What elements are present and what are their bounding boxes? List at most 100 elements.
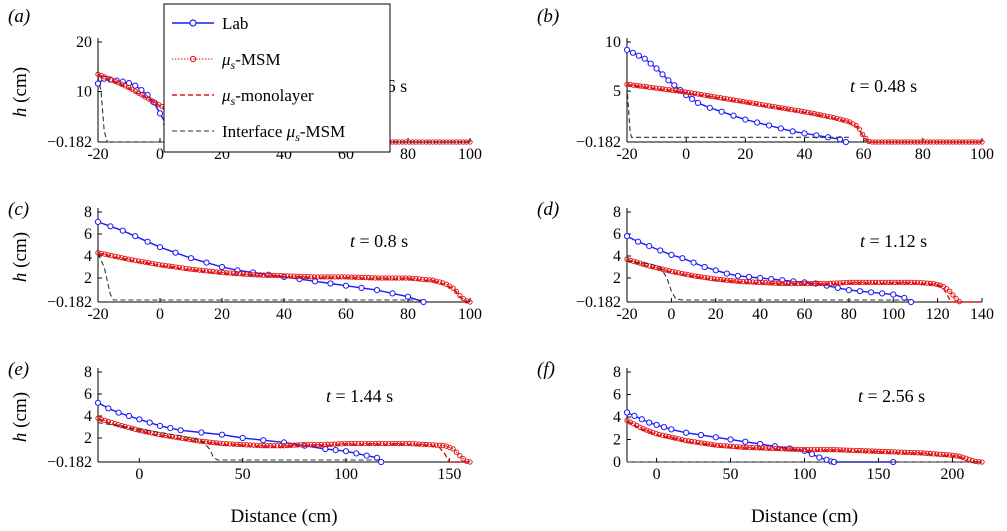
data-point [856, 288, 864, 295]
data-point [690, 259, 697, 266]
data-point [156, 244, 164, 251]
data-point [223, 270, 230, 276]
data-point [756, 279, 762, 286]
data-point [859, 279, 866, 286]
data-point [239, 434, 246, 442]
data-point [885, 449, 892, 455]
data-point [193, 437, 199, 444]
data-point [403, 440, 409, 447]
data-point [821, 446, 827, 453]
data-point [271, 272, 277, 279]
data-point [734, 278, 740, 284]
data-point [656, 85, 662, 92]
legend-entry: μs-MSM [172, 50, 281, 72]
data-point [146, 419, 153, 426]
legend-entry: Interface μs-MSM [172, 122, 345, 144]
data-point [701, 440, 708, 447]
x-tick-label: 0 [156, 146, 164, 163]
data-point [830, 280, 837, 286]
data-point [392, 440, 399, 447]
y-tick-label: 10 [605, 34, 621, 51]
data-point [623, 233, 631, 240]
data-point [856, 447, 863, 454]
y-tick-label: 2 [84, 270, 92, 287]
data-point [342, 274, 348, 280]
data-point [821, 112, 827, 119]
data-point [629, 49, 637, 56]
data-point [217, 440, 223, 446]
series-interface-s-msm [626, 260, 911, 301]
data-point [167, 424, 174, 432]
data-point [342, 282, 350, 289]
data-point [730, 443, 737, 450]
data-point [298, 273, 304, 280]
data-point [423, 276, 429, 283]
y-tick-label: −0.182 [576, 134, 621, 151]
data-point [409, 275, 416, 282]
data-point [853, 447, 859, 454]
data-point [301, 273, 307, 280]
y-tick-label: 6 [613, 226, 621, 243]
series-line [97, 253, 471, 303]
data-point [363, 452, 370, 459]
data-point [892, 449, 898, 455]
data-point [698, 440, 704, 446]
data-point [743, 99, 750, 105]
data-point [190, 437, 196, 443]
data-point [403, 275, 409, 281]
x-tick-label: 120 [926, 306, 950, 323]
data-point [125, 80, 133, 87]
x-tick-label: 50 [723, 466, 739, 483]
data-point [927, 280, 934, 286]
legend-label: μs-monolayer [221, 86, 314, 108]
data-point [737, 278, 743, 285]
data-point [898, 449, 904, 455]
data-point [788, 280, 795, 287]
y-tick-label: 4 [613, 409, 621, 426]
data-point [173, 434, 179, 440]
data-point [291, 273, 297, 279]
data-point [640, 83, 646, 90]
x-tick-label: 60 [797, 306, 813, 323]
data-point [714, 276, 721, 282]
x-tick-label: 100 [970, 146, 994, 163]
data-point [345, 440, 351, 447]
data-point [785, 446, 792, 452]
data-point [634, 82, 640, 89]
data-point [653, 431, 659, 437]
x-tick-label: 0 [156, 306, 164, 323]
data-point [895, 279, 901, 286]
data-point [705, 93, 711, 99]
data-point [342, 448, 350, 455]
data-point [450, 446, 456, 452]
data-point [447, 444, 453, 451]
panel-label: (f) [537, 359, 555, 380]
data-point [730, 112, 737, 119]
data-point [318, 274, 324, 280]
series-s-monolayer [97, 418, 470, 463]
data-point [853, 122, 859, 129]
data-point [284, 442, 291, 449]
data-point [315, 441, 321, 448]
data-point [817, 280, 824, 287]
data-point [801, 280, 808, 287]
data-point [257, 442, 263, 449]
data-point [808, 280, 814, 287]
data-point [908, 279, 914, 286]
data-point [808, 446, 814, 453]
data-point [274, 443, 280, 449]
data-point [463, 298, 470, 304]
data-point [834, 447, 840, 453]
data-point [757, 274, 764, 282]
data-point [179, 435, 186, 441]
data-point [105, 252, 111, 258]
data-point [740, 278, 746, 285]
data-point [206, 268, 213, 274]
data-point [355, 274, 362, 280]
x-tick-label: 20 [737, 146, 753, 163]
data-point [420, 298, 427, 306]
data-point [183, 265, 189, 272]
series-lab [623, 409, 897, 466]
data-point [776, 104, 782, 111]
x-tick-label: 100 [334, 466, 358, 483]
